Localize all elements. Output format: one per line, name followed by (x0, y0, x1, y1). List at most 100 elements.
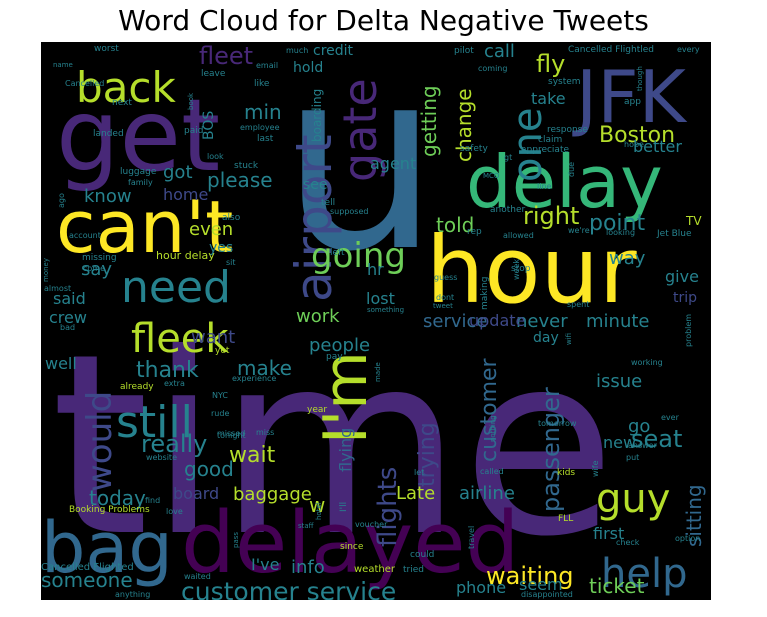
word-spent: spent (567, 300, 589, 309)
word-appreciate: appreciate (521, 145, 569, 155)
word-check: check (616, 538, 640, 547)
word-pilot: pilot (454, 46, 474, 56)
word-one: one (505, 108, 551, 182)
word-bad: bad (60, 323, 75, 332)
word-can-t: can't (56, 185, 233, 269)
word-experience: experience (232, 374, 276, 383)
word-say: say (81, 259, 112, 280)
word-service: service (423, 311, 487, 332)
word-fll: FLL (558, 514, 573, 524)
word-made: made (374, 362, 382, 382)
word-issue: issue (596, 371, 642, 392)
word-thank: thank (136, 358, 199, 383)
word-really: really (141, 430, 207, 458)
word-call: call (484, 42, 515, 62)
word-coming: coming (478, 64, 507, 73)
word-said: said (53, 289, 86, 308)
word-stop: stop (511, 264, 531, 274)
word-min: min (244, 100, 282, 124)
word-making: making (480, 277, 490, 310)
word-landed: landed (93, 129, 124, 139)
word-wifi: wifi (565, 333, 573, 345)
word-flights: flights (373, 467, 403, 547)
word-staff: staff (298, 522, 314, 530)
word-board: board (173, 484, 219, 503)
word-rude: rude (211, 409, 229, 418)
word-day: day (533, 330, 559, 346)
word-even: even (189, 219, 233, 240)
word-pass: pass (232, 532, 240, 548)
word-tweet: tweet (433, 302, 453, 310)
word-still: still (116, 397, 193, 448)
word-jfk: JFK (572, 55, 688, 139)
word-gt: gt (504, 153, 512, 162)
word-claim: claim (538, 135, 562, 145)
word-paid: paid (184, 126, 203, 136)
word-customer: customer (477, 357, 502, 462)
word-right: right (523, 202, 579, 230)
word-agent: agent (370, 154, 416, 173)
word-bos: BOS (201, 111, 217, 140)
cloud-background (41, 42, 711, 600)
word-cancelled: Cancelled (65, 79, 104, 88)
word-luggage: luggage (120, 167, 157, 177)
word-u: u (281, 42, 439, 306)
word-answer: answer (628, 441, 658, 450)
word-ever: ever (661, 413, 680, 422)
word-boston: Boston (599, 123, 675, 148)
word-someone: someone (41, 568, 133, 592)
word-yes: yes (209, 240, 233, 256)
word-stuck: stuck (234, 161, 259, 171)
word-home: home (163, 185, 208, 204)
word-want: want (191, 327, 235, 348)
word-kids: kids (557, 468, 575, 478)
word-love: love (166, 507, 183, 516)
word-we-re: we're (568, 226, 590, 235)
word-hour-delay: hour delay (156, 249, 215, 262)
word-guess: guess (434, 273, 457, 282)
word-worst: worst (94, 44, 119, 54)
word-got: got (163, 162, 193, 183)
word-minute: minute (586, 311, 649, 332)
word-going: going (311, 236, 406, 276)
word-trip: trip (673, 290, 697, 306)
word-travel: travel (467, 526, 476, 549)
word-employee: employee (240, 123, 280, 132)
word-already: already (120, 382, 154, 392)
word-though: though (636, 66, 644, 91)
word-also: also (222, 213, 241, 223)
word-due: due (567, 162, 576, 177)
word-better: better (633, 137, 682, 156)
word-hotel: hotel (315, 502, 323, 520)
word-give: give (665, 267, 699, 286)
word-account: account (69, 231, 101, 240)
word-airline: airline (459, 483, 515, 504)
word-first: first (593, 524, 624, 543)
word-tell: tell (321, 198, 335, 208)
word-back: back (76, 63, 176, 112)
word-told: told (436, 213, 474, 237)
word-hr: hr (367, 260, 384, 279)
word-last: last (257, 134, 274, 144)
word-could: could (410, 550, 434, 560)
word-know: know (84, 186, 132, 207)
word-book: book (187, 92, 195, 110)
word-every: every (677, 45, 700, 54)
word-line: line (537, 182, 552, 191)
word-called: called (480, 467, 504, 476)
word-way: way (609, 248, 646, 269)
word-fleet: fleet (199, 42, 253, 70)
word-family: family (128, 178, 153, 187)
word-safety: safety (460, 144, 488, 154)
word-well: well (45, 354, 77, 373)
word-gate: gate (333, 78, 387, 182)
word-since: since (340, 542, 364, 552)
word-lost: lost (366, 289, 395, 308)
word-booking-problems: Booking Problems (69, 505, 150, 515)
word-hold: hold (293, 60, 323, 76)
word-i-m: I'm (311, 351, 381, 444)
word-nyc: NYC (212, 391, 228, 400)
word-take: take (531, 89, 566, 108)
word-fly: fly (536, 50, 565, 78)
